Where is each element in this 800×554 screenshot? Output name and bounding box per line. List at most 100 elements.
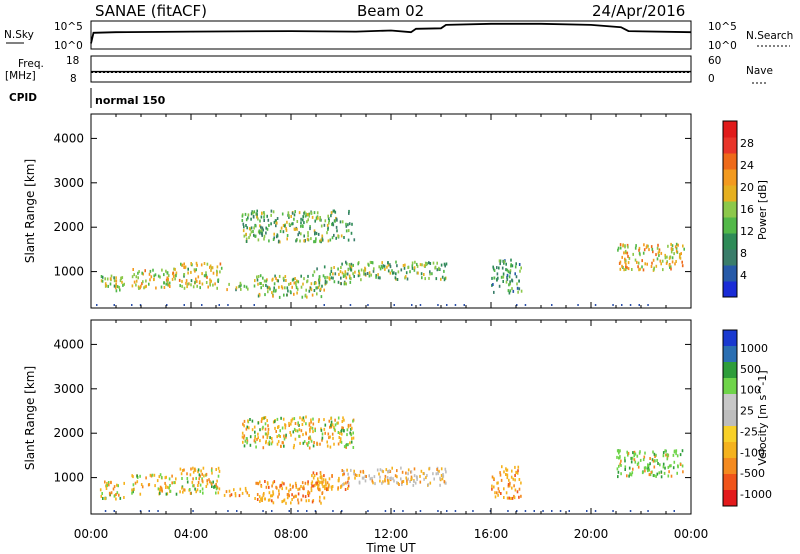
echo-point: [282, 224, 285, 227]
echo-point: [656, 246, 659, 250]
echo-point: [318, 418, 320, 422]
echo-point: [209, 283, 211, 287]
echo-point: [334, 219, 336, 223]
power-colorbar-cell: [723, 265, 737, 282]
echo-point: [248, 236, 250, 240]
echo-point: [312, 273, 314, 277]
echo-point: [653, 267, 655, 271]
echo-point: [157, 487, 160, 491]
echo-point: [348, 211, 350, 215]
echo-point: [442, 473, 444, 476]
echo-point: [345, 445, 347, 449]
echo-point: [268, 485, 270, 489]
echo-point: [384, 474, 387, 478]
echo-point: [358, 273, 361, 277]
echo-point: [110, 491, 113, 495]
echo-point: [368, 271, 371, 275]
echo-point: [297, 501, 300, 505]
echo-point: [397, 270, 400, 274]
echo-point: [357, 274, 360, 278]
echo-point: [313, 441, 315, 444]
echo-point: [499, 259, 502, 263]
echo-point: [345, 272, 347, 276]
echo-point: [393, 304, 395, 306]
echo-point: [265, 439, 267, 443]
echo-point: [181, 284, 183, 288]
echo-point: [263, 492, 265, 495]
echo-point: [313, 229, 316, 233]
echo-point: [503, 487, 505, 491]
echo-point: [624, 257, 626, 261]
echo-point: [383, 264, 386, 268]
echo-point: [347, 268, 350, 272]
echo-point: [360, 278, 362, 282]
echo-point: [216, 273, 218, 277]
echo-point: [302, 416, 305, 420]
echo-point: [345, 229, 348, 233]
echo-point: [235, 288, 237, 292]
echo-point: [165, 492, 168, 496]
echo-point: [139, 492, 142, 496]
velocity-colorbar-tick-label: 1000: [740, 342, 768, 355]
echo-point: [439, 483, 441, 487]
echo-point: [343, 282, 346, 286]
echo-point: [506, 273, 509, 277]
echo-point: [298, 434, 300, 438]
echo-point: [612, 510, 614, 512]
echo-point: [677, 464, 679, 468]
echo-point: [446, 510, 448, 512]
echo-point: [245, 224, 247, 227]
echo-point: [253, 304, 255, 306]
echo-point: [294, 277, 296, 280]
echo-point: [211, 485, 213, 488]
echo-point: [676, 471, 678, 475]
echo-point: [655, 264, 658, 268]
echo-point: [654, 455, 656, 458]
echo-point: [186, 285, 188, 289]
echo-point: [272, 481, 274, 485]
echo-point: [317, 485, 319, 489]
echo-point: [132, 268, 134, 271]
beam-title: Beam 02: [357, 2, 424, 20]
echo-point: [271, 494, 274, 498]
echo-point: [670, 474, 673, 478]
echo-point: [643, 455, 646, 459]
echo-point: [425, 476, 427, 480]
echo-point: [406, 479, 408, 483]
echo-point: [386, 265, 388, 269]
echo-point: [286, 293, 288, 297]
echo-point: [327, 226, 329, 230]
echo-point: [113, 494, 116, 498]
echo-point: [345, 262, 348, 266]
echo-point: [416, 262, 418, 266]
echo-point: [249, 233, 251, 237]
echo-point: [387, 269, 390, 273]
echo-point: [443, 278, 446, 282]
echo-point: [652, 459, 655, 463]
echo-point: [181, 263, 184, 267]
power-colorbar-cell: [723, 153, 737, 170]
echo-point: [185, 279, 188, 283]
echo-point: [491, 283, 493, 287]
echo-point: [652, 474, 655, 477]
echo-point: [295, 485, 298, 489]
echo-point: [441, 275, 444, 279]
echo-point: [655, 253, 657, 257]
velocity-colorbar-cell: [723, 442, 737, 459]
echo-point: [168, 477, 171, 481]
echo-point: [654, 459, 656, 463]
echo-point: [639, 450, 641, 454]
echo-point: [192, 470, 195, 474]
echo-point: [301, 481, 304, 485]
echo-point: [203, 262, 206, 265]
echo-point: [347, 472, 349, 476]
echo-point: [121, 276, 124, 280]
echo-point: [243, 225, 245, 229]
cpid-panel: CPID normal 150: [9, 88, 166, 108]
echo-point: [285, 226, 287, 230]
echo-point: [264, 480, 266, 483]
echo-point: [203, 274, 206, 278]
echo-point: [329, 435, 331, 439]
echo-point: [143, 286, 145, 290]
echo-point: [256, 493, 259, 496]
